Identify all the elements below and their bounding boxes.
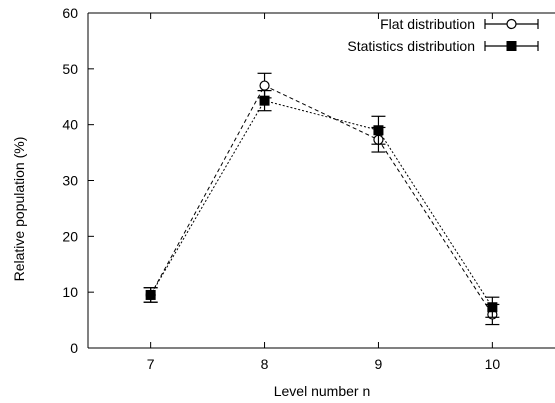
- data-point: [259, 80, 270, 91]
- series-layer: [143, 72, 500, 326]
- y-tick-label: 30: [62, 173, 78, 189]
- legend-sample-statistics: [484, 41, 539, 51]
- legend: Flat distribution Statistics distributio…: [347, 16, 539, 54]
- y-axis-label: Relative population (%): [11, 137, 27, 282]
- series-line: [150, 100, 493, 308]
- y-axis: 0 10 20 30 40 50 60: [62, 5, 94, 356]
- legend-entry-statistics: Statistics distribution: [347, 38, 539, 54]
- plot-frame: [87, 12, 555, 349]
- data-point: [373, 125, 384, 136]
- x-tick-label: 7: [147, 356, 155, 372]
- y-tick-label: 0: [70, 340, 78, 356]
- legend-label-flat: Flat distribution: [380, 16, 475, 32]
- y-tick-label: 20: [62, 228, 78, 244]
- series-0: [143, 72, 500, 326]
- y-tick-label: 60: [62, 5, 78, 21]
- x-axis-label: Level number n: [274, 383, 371, 399]
- x-tick-label: 10: [485, 356, 501, 372]
- x-tick-label: 8: [261, 356, 269, 372]
- x-tick-label: 9: [375, 356, 383, 372]
- y-tick-label: 10: [62, 284, 78, 300]
- data-point: [145, 289, 156, 300]
- y-tick-label: 40: [62, 117, 78, 133]
- legend-marker: [506, 18, 517, 30]
- legend-marker: [506, 41, 517, 51]
- series-line: [150, 84, 493, 315]
- legend-label-statistics: Statistics distribution: [347, 38, 475, 54]
- x-axis: 7 8 9 10: [147, 13, 501, 372]
- series-1: [143, 90, 500, 318]
- y-tick-label: 50: [62, 61, 78, 77]
- legend-sample-flat: [484, 18, 539, 30]
- legend-entry-flat: Flat distribution: [380, 16, 539, 32]
- data-point: [487, 302, 498, 313]
- data-point: [259, 95, 270, 106]
